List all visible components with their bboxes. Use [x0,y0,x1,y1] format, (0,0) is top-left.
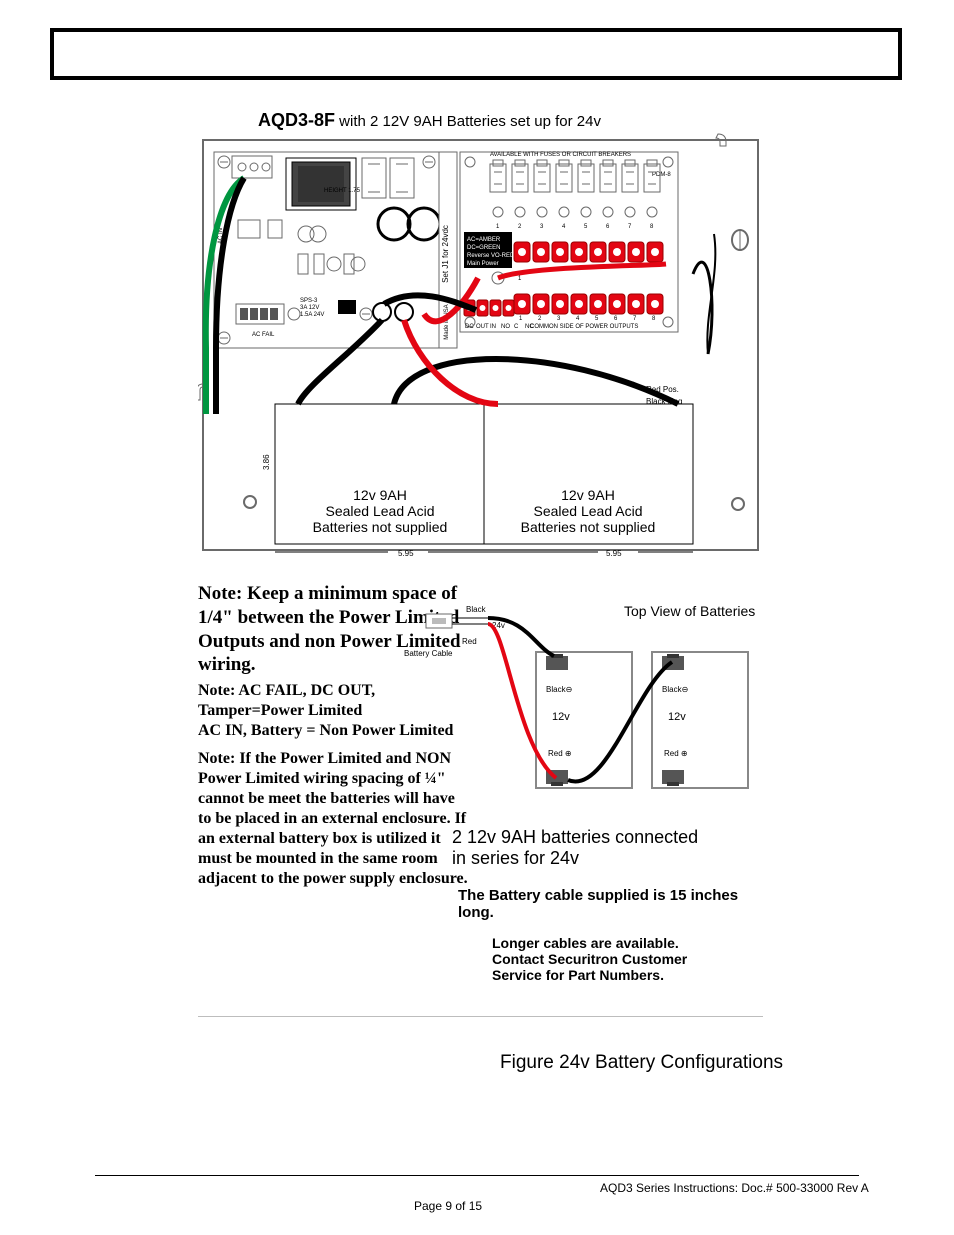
cable-length-note: The Battery cable supplied is 15 inches … [458,887,758,921]
svg-text:12v 9AH: 12v 9AH [561,487,615,503]
svg-text:Black: Black [466,605,487,614]
sps-l3: 1.5A 24V [300,312,324,318]
divider-line [198,1016,763,1017]
diagram-title: AQD3-8F with 2 12V 9AH Batteries set up … [258,110,601,130]
svg-text:NO: NO [501,324,510,330]
svg-text:IN: IN [490,324,496,330]
figure-caption: Figure 24v Battery Configurations [500,1052,783,1074]
svg-text:Main Power: Main Power [467,261,499,267]
svg-text:12v: 12v [552,711,570,723]
battery-2: 12v 9AH Sealed Lead Acid Batteries not s… [484,404,693,544]
series-caption: 2 12v 9AH batteries connected in series … [452,827,786,869]
footer-docinfo: AQD3 Series Instructions: Doc.# 500-3300… [600,1181,869,1195]
svg-text:AC=AMBER: AC=AMBER [467,237,501,243]
topview-label: Top View of Batteries [624,603,755,619]
svg-text:Red: Red [462,637,477,646]
svg-text:Reverse VO-RED: Reverse VO-RED [467,253,515,259]
svg-text:Black⊖: Black⊖ [546,685,572,694]
fuse-label: AVAILABLE WITH FUSES OR CIRCUIT BREAKERS [490,152,631,158]
pdm-label: PDM-8 [652,172,671,178]
dim-h-1: 5.95 [398,549,414,558]
svg-text:Sealed Lead Acid: Sealed Lead Acid [326,503,435,519]
svg-text:Red ⊕: Red ⊕ [664,749,688,758]
main-wiring-diagram: AQD3-8F with 2 12V 9AH Batteries set up … [198,104,763,576]
svg-text:C: C [514,324,519,330]
svg-text:Sealed Lead Acid: Sealed Lead Acid [534,503,643,519]
svg-text:12v: 12v [668,711,686,723]
footer-pagenum: Page 9 of 15 [414,1199,482,1213]
battery-topview-svg: Top View of Batteries Black 24v Red Batt… [396,596,786,816]
common-label: COMMON SIDE OF POWER OUTPUTS [530,324,638,330]
set-j1-label: Set J1 for 24vdc [441,225,450,283]
battery-cable-label: Battery Cable [404,649,453,658]
svg-text:Red ⊕: Red ⊕ [548,749,572,758]
battery-1: 12v 9AH Sealed Lead Acid Batteries not s… [244,404,484,544]
svg-text:Batteries not supplied: Batteries not supplied [313,519,448,535]
page-header-frame [50,28,902,80]
series-diagram-column: Top View of Batteries Black 24v Red Batt… [396,596,786,983]
made-label: Made in USA [444,304,450,339]
dim-v-left: 3.86 [262,454,271,470]
height-label: HEIGHT 1.75 [324,188,361,194]
longer-cables-note: Longer cables are available. Contact Sec… [492,935,702,983]
sps-l1: SPS-3 [300,298,318,304]
pdm8-board: AVAILABLE WITH FUSES OR CIRCUIT BREAKERS… [460,152,678,332]
acfail-label: AC FAIL [252,332,275,338]
svg-text:12v 9AH: 12v 9AH [353,487,407,503]
footer-rule [95,1175,859,1176]
sps3-board: HEIGHT 1.75 SPS-3 3A 12V 1 [214,152,440,348]
svg-text:OUT: OUT [476,324,489,330]
dim-h-2: 5.95 [606,549,622,558]
svg-text:Black⊖: Black⊖ [662,685,688,694]
sps-l2: 3A 12V [300,305,319,311]
svg-text:DC=GREEN: DC=GREEN [467,245,501,251]
svg-text:DC: DC [465,324,474,330]
svg-text:Batteries not supplied: Batteries not supplied [521,519,656,535]
